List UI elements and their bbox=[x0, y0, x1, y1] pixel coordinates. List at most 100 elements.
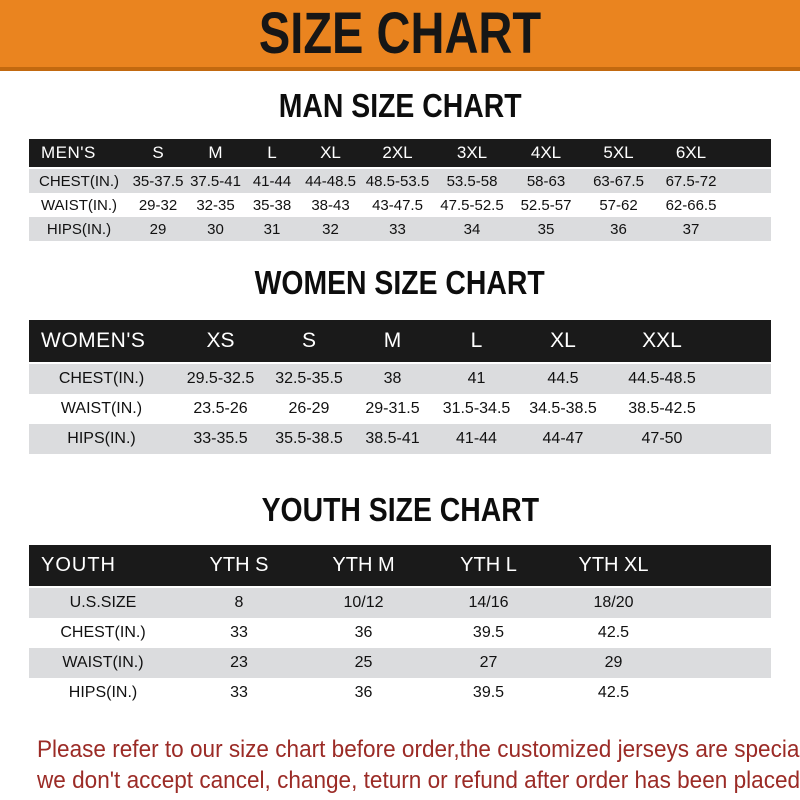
size-value: 29 bbox=[551, 648, 676, 678]
youth-size-col: YTH S bbox=[177, 545, 301, 588]
youth-size-table: YOUTH YTH S YTH M YTH L YTH XL U.S.SIZE … bbox=[29, 545, 771, 708]
size-value: 32 bbox=[300, 217, 361, 241]
men-hips-row: HIPS(IN.) 29 30 31 32 33 34 35 36 37 bbox=[29, 217, 771, 241]
size-value: 32-35 bbox=[187, 193, 244, 217]
size-value: 35-37.5 bbox=[129, 168, 187, 193]
note-line-1: Please refer to our size chart before or… bbox=[37, 736, 800, 763]
spacer-cell bbox=[676, 587, 771, 618]
size-value: 39.5 bbox=[426, 618, 551, 648]
size-value: 30 bbox=[187, 217, 244, 241]
size-value: 38.5-42.5 bbox=[607, 394, 717, 424]
spacer-cell bbox=[676, 648, 771, 678]
size-value: 23 bbox=[177, 648, 301, 678]
size-value: 29 bbox=[129, 217, 187, 241]
men-size-col: 6XL bbox=[655, 139, 727, 169]
size-value: 47-50 bbox=[607, 424, 717, 454]
row-label: HIPS(IN.) bbox=[29, 424, 174, 454]
row-label: CHEST(IN.) bbox=[29, 363, 174, 394]
men-waist-row: WAIST(IN.) 29-32 32-35 35-38 38-43 43-47… bbox=[29, 193, 771, 217]
size-value: 37 bbox=[655, 217, 727, 241]
women-size-col: M bbox=[351, 320, 434, 364]
size-value: 33-35.5 bbox=[174, 424, 267, 454]
spacer-cell bbox=[717, 363, 771, 394]
size-value: 34.5-38.5 bbox=[519, 394, 607, 424]
women-chest-row: CHEST(IN.) 29.5-32.5 32.5-35.5 38 41 44.… bbox=[29, 363, 771, 394]
size-value: 53.5-58 bbox=[434, 168, 510, 193]
size-value: 48.5-53.5 bbox=[361, 168, 434, 193]
row-label: HIPS(IN.) bbox=[29, 678, 177, 708]
size-value: 44-48.5 bbox=[300, 168, 361, 193]
size-value: 62-66.5 bbox=[655, 193, 727, 217]
spacer-cell bbox=[727, 193, 771, 217]
size-value: 27 bbox=[426, 648, 551, 678]
men-size-col: 2XL bbox=[361, 139, 434, 169]
size-value: 33 bbox=[177, 618, 301, 648]
note-line-2: we don't accept cancel, change, teturn o… bbox=[37, 767, 800, 794]
women-heading-text: WOMEN SIZE CHART bbox=[254, 264, 546, 301]
size-value: 32.5-35.5 bbox=[267, 363, 351, 394]
size-value: 35.5-38.5 bbox=[267, 424, 351, 454]
size-value: 36 bbox=[301, 618, 426, 648]
size-value: 37.5-41 bbox=[187, 168, 244, 193]
youth-size-col: YTH XL bbox=[551, 545, 676, 588]
men-size-col: L bbox=[244, 139, 300, 169]
size-value: 47.5-52.5 bbox=[434, 193, 510, 217]
women-waist-row: WAIST(IN.) 23.5-26 26-29 29-31.5 31.5-34… bbox=[29, 394, 771, 424]
men-size-col: S bbox=[129, 139, 187, 169]
spacer-cell bbox=[676, 618, 771, 648]
spacer-cell bbox=[676, 678, 771, 708]
size-value: 29.5-32.5 bbox=[174, 363, 267, 394]
size-value: 10/12 bbox=[301, 587, 426, 618]
men-header-row: MEN'S S M L XL 2XL 3XL 4XL 5XL 6XL bbox=[29, 139, 771, 169]
women-section-heading: WOMEN SIZE CHART bbox=[0, 265, 800, 301]
size-value: 42.5 bbox=[551, 678, 676, 708]
youth-table-label: YOUTH bbox=[29, 545, 177, 588]
size-value: 52.5-57 bbox=[510, 193, 582, 217]
youth-size-col: YTH M bbox=[301, 545, 426, 588]
size-value: 39.5 bbox=[426, 678, 551, 708]
women-table-label: WOMEN'S bbox=[29, 320, 174, 364]
men-chest-row: CHEST(IN.) 35-37.5 37.5-41 41-44 44-48.5… bbox=[29, 168, 771, 193]
size-value: 43-47.5 bbox=[361, 193, 434, 217]
spacer-cell bbox=[727, 168, 771, 193]
size-value: 35 bbox=[510, 217, 582, 241]
size-value: 14/16 bbox=[426, 587, 551, 618]
size-value: 33 bbox=[177, 678, 301, 708]
size-value: 31.5-34.5 bbox=[434, 394, 519, 424]
size-value: 34 bbox=[434, 217, 510, 241]
spacer-cell bbox=[717, 394, 771, 424]
women-header-row: WOMEN'S XS S M L XL XXL bbox=[29, 320, 771, 364]
row-label: WAIST(IN.) bbox=[29, 648, 177, 678]
size-value: 18/20 bbox=[551, 587, 676, 618]
youth-section-heading: YOUTH SIZE CHART bbox=[0, 492, 800, 528]
size-value: 38.5-41 bbox=[351, 424, 434, 454]
men-size-table: MEN'S S M L XL 2XL 3XL 4XL 5XL 6XL CHEST… bbox=[29, 139, 771, 241]
size-value: 23.5-26 bbox=[174, 394, 267, 424]
size-value: 38-43 bbox=[300, 193, 361, 217]
row-label: CHEST(IN.) bbox=[29, 618, 177, 648]
women-size-col: XXL bbox=[607, 320, 717, 364]
size-value: 29-32 bbox=[129, 193, 187, 217]
size-value: 36 bbox=[582, 217, 655, 241]
size-value: 44.5 bbox=[519, 363, 607, 394]
row-label: WAIST(IN.) bbox=[29, 394, 174, 424]
youth-header-row: YOUTH YTH S YTH M YTH L YTH XL bbox=[29, 545, 771, 588]
size-value: 35-38 bbox=[244, 193, 300, 217]
men-size-col: M bbox=[187, 139, 244, 169]
spacer-cell bbox=[717, 320, 771, 364]
man-section-heading: MAN SIZE CHART bbox=[0, 88, 800, 124]
size-value: 44.5-48.5 bbox=[607, 363, 717, 394]
spacer-cell bbox=[727, 139, 771, 169]
order-policy-note: Please refer to our size chart before or… bbox=[0, 734, 800, 796]
size-value: 44-47 bbox=[519, 424, 607, 454]
spacer-cell bbox=[727, 217, 771, 241]
size-value: 33 bbox=[361, 217, 434, 241]
banner-title: SIZE CHART bbox=[258, 0, 542, 66]
size-value: 26-29 bbox=[267, 394, 351, 424]
youth-ussize-row: U.S.SIZE 8 10/12 14/16 18/20 bbox=[29, 587, 771, 618]
youth-chest-row: CHEST(IN.) 33 36 39.5 42.5 bbox=[29, 618, 771, 648]
size-value: 25 bbox=[301, 648, 426, 678]
size-value: 58-63 bbox=[510, 168, 582, 193]
men-size-col: 5XL bbox=[582, 139, 655, 169]
men-table-label: MEN'S bbox=[29, 139, 129, 169]
